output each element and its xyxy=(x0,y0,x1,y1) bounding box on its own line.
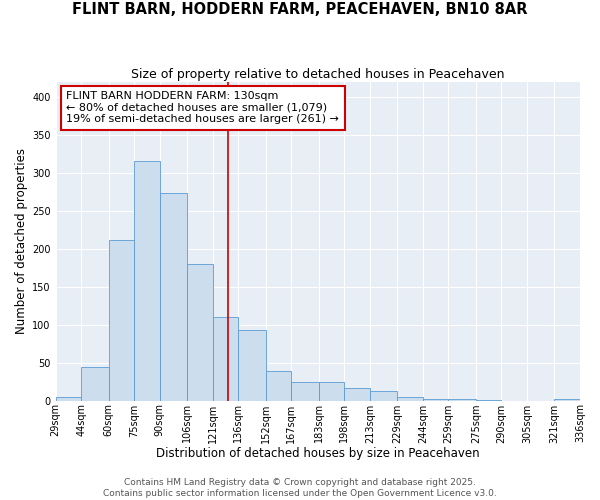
Bar xyxy=(109,240,134,400)
Bar xyxy=(238,330,266,400)
Bar xyxy=(448,399,476,400)
Bar xyxy=(292,382,319,400)
Text: Contains HM Land Registry data © Crown copyright and database right 2025.
Contai: Contains HM Land Registry data © Crown c… xyxy=(103,478,497,498)
Text: FLINT BARN, HODDERN FARM, PEACEHAVEN, BN10 8AR: FLINT BARN, HODDERN FARM, PEACEHAVEN, BN… xyxy=(72,2,528,18)
Bar xyxy=(213,317,238,400)
X-axis label: Distribution of detached houses by size in Peacehaven: Distribution of detached houses by size … xyxy=(156,447,479,460)
Bar xyxy=(134,162,160,400)
Bar xyxy=(370,390,397,400)
Bar xyxy=(187,264,213,400)
Bar xyxy=(344,388,370,400)
Bar xyxy=(266,371,292,400)
Text: FLINT BARN HODDERN FARM: 130sqm
← 80% of detached houses are smaller (1,079)
19%: FLINT BARN HODDERN FARM: 130sqm ← 80% of… xyxy=(66,91,339,124)
Bar xyxy=(160,192,187,400)
Bar xyxy=(554,399,580,400)
Bar xyxy=(319,382,344,400)
Bar xyxy=(81,367,109,400)
Y-axis label: Number of detached properties: Number of detached properties xyxy=(15,148,28,334)
Bar xyxy=(397,397,423,400)
Title: Size of property relative to detached houses in Peacehaven: Size of property relative to detached ho… xyxy=(131,68,505,80)
Bar xyxy=(56,397,81,400)
Bar xyxy=(423,399,448,400)
